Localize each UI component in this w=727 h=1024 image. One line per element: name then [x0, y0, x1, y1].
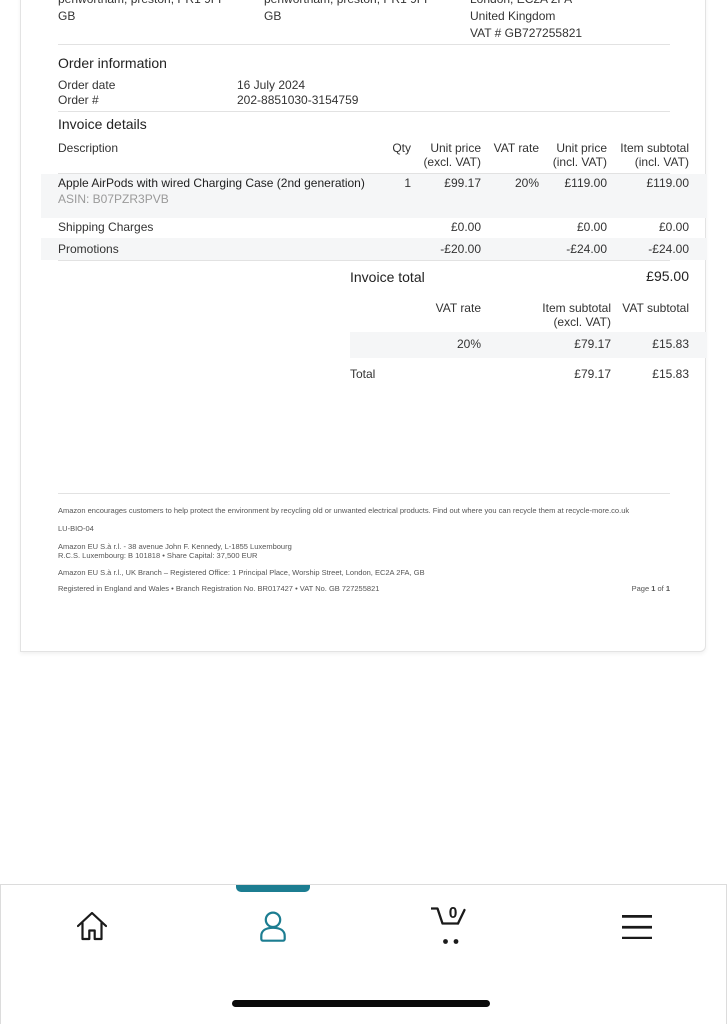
svg-text:0: 0 — [449, 906, 458, 922]
